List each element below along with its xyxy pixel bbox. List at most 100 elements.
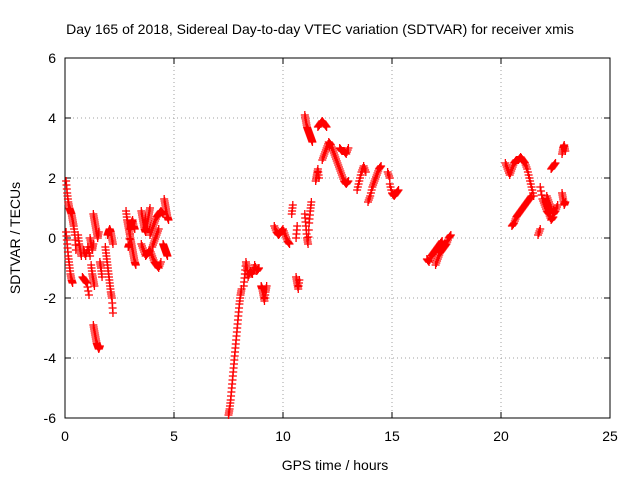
data-point [506, 169, 515, 177]
data-point [337, 169, 346, 177]
data-point [152, 231, 161, 239]
data-point [443, 238, 452, 246]
data-point [432, 259, 441, 267]
data-point [344, 144, 353, 152]
data-point [146, 204, 155, 212]
data-point [342, 148, 351, 156]
data-point [148, 252, 157, 260]
data-point [328, 145, 337, 153]
data-point [154, 227, 163, 235]
data-point [361, 168, 370, 176]
data-point [308, 138, 317, 146]
data-point [507, 167, 516, 175]
data-point [284, 239, 293, 247]
data-point [163, 252, 172, 260]
data-point [137, 240, 146, 248]
data-point [342, 150, 351, 158]
x-tick-label: 25 [602, 428, 618, 444]
data-point [84, 287, 93, 295]
y-tick-label: -4 [44, 350, 57, 366]
data-point [539, 197, 548, 205]
data-point [98, 273, 107, 281]
data-point [284, 238, 293, 246]
data-point [438, 237, 447, 245]
data-point [322, 144, 331, 152]
data-point [442, 240, 451, 248]
data-point [536, 225, 545, 233]
data-point [334, 163, 343, 171]
data-point [431, 261, 440, 269]
data-point [552, 205, 561, 213]
data-point [385, 174, 394, 182]
data-point [253, 266, 262, 274]
data-point [279, 225, 287, 233]
grid [65, 58, 610, 418]
data-point [321, 121, 330, 129]
data-point [425, 256, 434, 264]
data-point [150, 237, 159, 245]
data-point [371, 175, 380, 183]
data-point [321, 146, 330, 154]
data-point [304, 240, 313, 248]
data-point [153, 229, 162, 237]
y-tick-label: 2 [48, 170, 56, 186]
data-point [138, 242, 147, 250]
y-tick-label: 4 [48, 110, 56, 126]
data-point [146, 248, 155, 256]
data-point [320, 150, 329, 158]
data-point [332, 155, 341, 163]
data-point [314, 174, 323, 182]
data-point [321, 122, 330, 130]
data-point [507, 165, 516, 173]
data-points [62, 111, 570, 419]
data-point [522, 163, 531, 171]
data-point [295, 276, 304, 284]
data-point [321, 148, 330, 156]
data-point [157, 208, 166, 216]
y-tick-label: -6 [44, 410, 57, 426]
data-point [285, 240, 294, 248]
data-point [332, 157, 341, 165]
data-point [68, 279, 77, 287]
data-point [502, 161, 511, 169]
data-point [545, 200, 554, 208]
data-point [561, 147, 570, 155]
data-point [90, 282, 99, 290]
data-point [343, 146, 352, 154]
data-point [304, 226, 313, 234]
data-point [94, 228, 103, 236]
data-point [393, 187, 402, 195]
data-point [540, 201, 549, 209]
data-point [372, 173, 381, 181]
data-point [536, 187, 545, 195]
data-point [510, 217, 519, 225]
data-point [360, 164, 369, 172]
data-point [508, 163, 517, 171]
data-point [446, 232, 455, 240]
data-point [131, 261, 140, 269]
data-point [365, 194, 374, 202]
data-point [255, 264, 264, 272]
data-point [505, 171, 514, 179]
data-point [520, 159, 529, 167]
data-point [544, 198, 553, 206]
data-point [331, 153, 340, 161]
data-point [151, 217, 160, 225]
data-point [385, 172, 394, 180]
data-point [82, 278, 91, 286]
data-point [149, 221, 158, 229]
data-point [377, 162, 386, 170]
data-point [370, 177, 379, 185]
data-point [280, 229, 289, 237]
data-point [154, 225, 163, 233]
data-point [164, 216, 173, 224]
data-point [373, 169, 382, 177]
data-point [138, 244, 147, 252]
y-tick-label: 0 [48, 230, 56, 246]
data-point [434, 253, 443, 261]
data-point [383, 168, 392, 176]
chart-title: Day 165 of 2018, Sidereal Day-to-day VTE… [66, 21, 574, 37]
data-point [83, 283, 92, 291]
data-point [343, 178, 352, 186]
data-point [322, 123, 331, 131]
